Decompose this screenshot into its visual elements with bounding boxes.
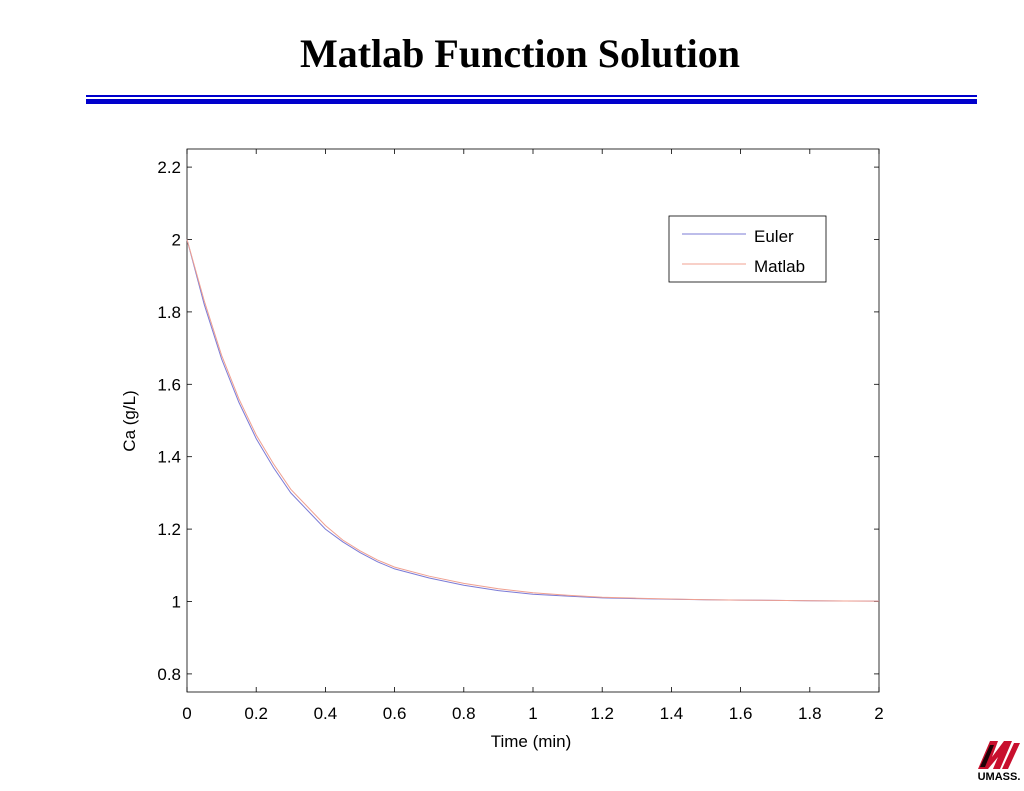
x-tick-label: 0.4 (314, 704, 338, 723)
y-tick-label: 1.4 (157, 448, 181, 467)
x-tick-label: 2 (874, 704, 883, 723)
x-tick-label: 0.6 (383, 704, 407, 723)
legend-box (668, 215, 827, 283)
title-rule-thick (86, 99, 977, 104)
y-tick-label: 0.8 (157, 665, 181, 684)
y-tick-label: 1.6 (157, 375, 181, 394)
series-line-euler (186, 239, 880, 602)
series-line-matlab (186, 239, 880, 602)
x-tick-label: 0.2 (244, 704, 268, 723)
y-axis-ticks: 0.8 1 1.2 1.4 1.6 1.8 2 2.2 (157, 158, 879, 684)
umass-logo: UMASS. (976, 737, 1022, 783)
y-tick-label: 1 (172, 593, 181, 612)
title-rule-thin (86, 95, 977, 97)
y-tick-label: 2 (172, 231, 181, 250)
y-axis-label: Ca (g/L) (120, 390, 139, 451)
x-tick-label: 1.8 (798, 704, 822, 723)
umass-logo-mark (978, 741, 1020, 769)
y-tick-label: 2.2 (157, 158, 181, 177)
x-tick-label: 0.8 (452, 704, 476, 723)
x-tick-label: 1.6 (729, 704, 753, 723)
x-tick-label: 1.4 (660, 704, 684, 723)
x-tick-label: 0 (182, 704, 191, 723)
legend: Euler Matlab (668, 215, 827, 283)
x-axis-label: Time (min) (491, 732, 572, 751)
series-lines (186, 239, 880, 602)
y-tick-label: 1.2 (157, 520, 181, 539)
y-tick-label: 1.8 (157, 303, 181, 322)
legend-label-euler: Euler (754, 227, 794, 246)
x-tick-label: 1.2 (590, 704, 614, 723)
legend-label-matlab: Matlab (754, 257, 805, 276)
slide-title: Matlab Function Solution (299, 31, 741, 76)
umass-logo-text: UMASS. (977, 771, 1021, 783)
x-axis-ticks: 0 0.2 0.4 0.6 0.8 1 1.2 1.4 1.6 1.8 2 (182, 149, 884, 723)
x-tick-label: 1 (528, 704, 537, 723)
